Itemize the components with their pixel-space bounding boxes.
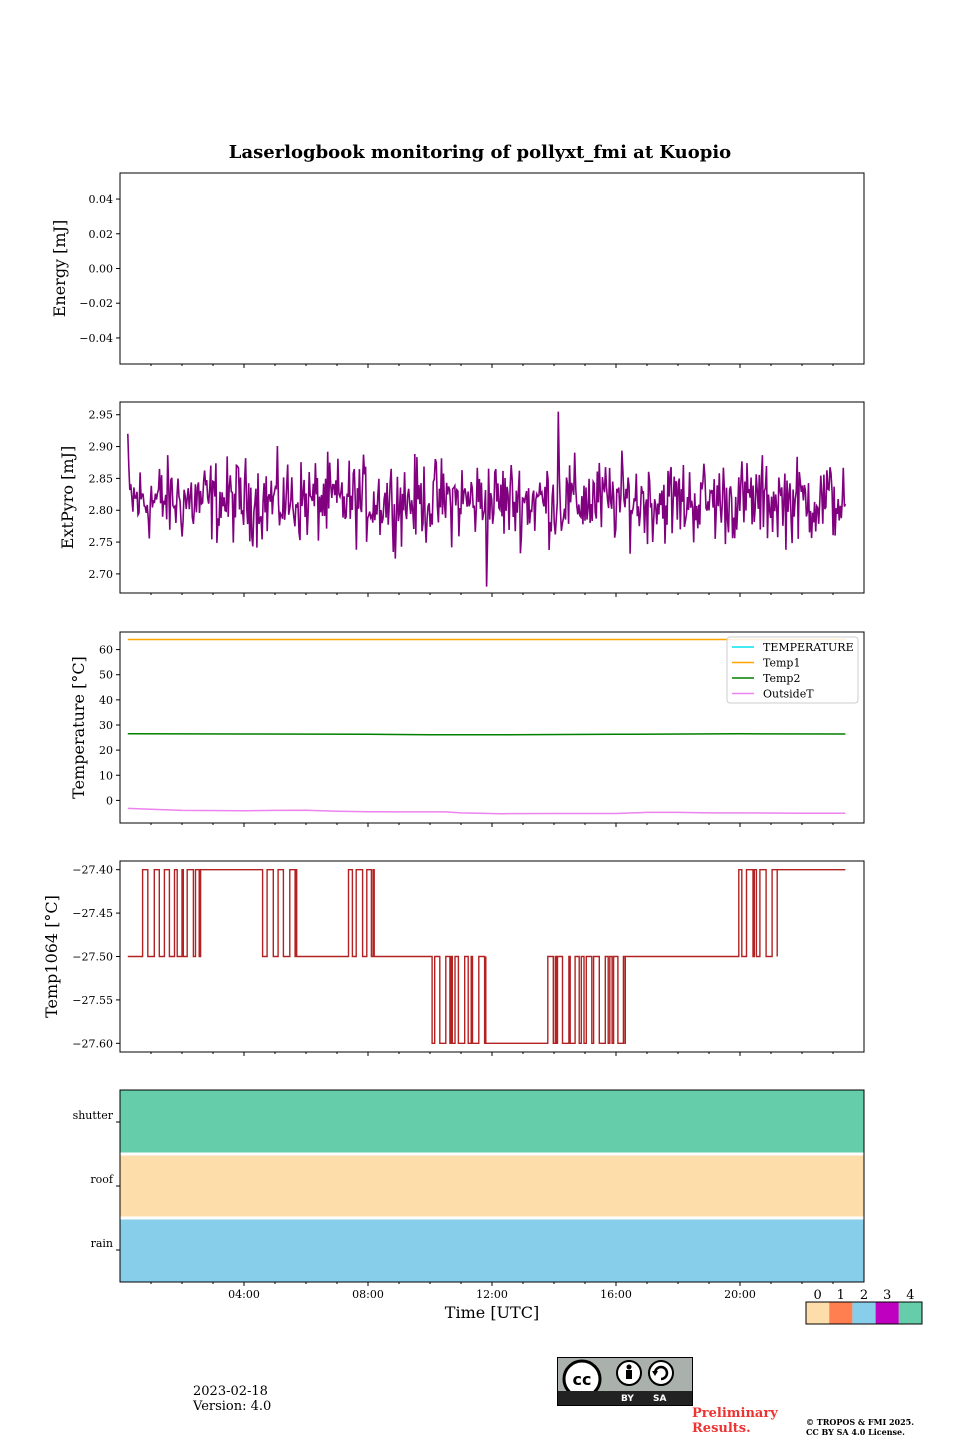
temp1064-series-line [127, 869, 846, 1044]
temperature-series-outsidet [127, 807, 846, 815]
extpyro-series-line [127, 411, 847, 587]
legend-label-temperature: TEMPERATURE [763, 641, 854, 654]
energy-ytick-label: 0.02 [89, 228, 114, 241]
temperature-legend: TEMPERATURE Temp1 Temp2 OutsideT [726, 636, 859, 704]
cc-sa-label: SA [653, 1394, 667, 1404]
copyright-line-2: CC BY SA 4.0 License. [806, 1427, 905, 1437]
temp1064-ylabel: Temp1064 [°C] [42, 895, 61, 1018]
extpyro-ytick-label: 2.75 [89, 536, 114, 549]
temp1064-ytick-label: −27.45 [72, 907, 113, 920]
preliminary-line-1: Preliminary [692, 1406, 778, 1421]
extpyro-ytick-label: 2.80 [89, 504, 114, 517]
extpyro-ytick-label: 2.90 [89, 441, 114, 454]
status-row-rain [120, 1218, 864, 1282]
extpyro-ytick-label: 2.95 [89, 409, 114, 422]
energy-ytick-label: 0.00 [89, 263, 114, 276]
status-xtick-label: 16:00 [600, 1288, 632, 1301]
copyright-line-1: © TROPOS & FMI 2025. [806, 1417, 915, 1427]
copyright-notice: © TROPOS & FMI 2025. CC BY SA 4.0 Licens… [806, 1417, 914, 1437]
status-row-label: shutter [73, 1109, 114, 1122]
temp1064-ytick-label: −27.40 [72, 864, 113, 877]
colorbar-label: 1 [837, 1288, 845, 1303]
svg-text:cc: cc [573, 1370, 592, 1389]
energy-ylabel: Energy [mJ] [50, 220, 69, 318]
extpyro-ylabel: ExtPyro [mJ] [58, 446, 77, 549]
status-row-label: roof [90, 1173, 114, 1186]
status-xtick-label: 04:00 [228, 1288, 260, 1301]
colorbar-cell-2 [852, 1302, 876, 1324]
temperature-ytick-label: 50 [99, 669, 113, 682]
cc-license-badge: cc BY SA [557, 1357, 693, 1406]
date-label: 2023-02-18 [193, 1384, 268, 1399]
colorbar-label: 3 [883, 1288, 891, 1303]
colorbar-label: 4 [906, 1288, 914, 1303]
temperature-ytick-label: 0 [106, 794, 113, 807]
legend-label-outsidet: OutsideT [763, 688, 814, 701]
temperature-ytick-label: 40 [99, 694, 113, 707]
temperature-ytick-label: 20 [99, 744, 113, 757]
cc-by-label: BY [621, 1394, 634, 1404]
temperature-series-temp2 [127, 733, 846, 736]
legend-label-temp1: Temp1 [763, 657, 800, 670]
status-xtick-label: 20:00 [724, 1288, 756, 1301]
temp1064-ytick-label: −27.50 [72, 951, 113, 964]
colorbar-cell-4 [898, 1302, 922, 1324]
temp1064-ytick-label: −27.55 [72, 994, 113, 1007]
temperature-ytick-label: 30 [99, 719, 113, 732]
extpyro-ytick-label: 2.70 [89, 568, 114, 581]
status-row-label: rain [91, 1237, 113, 1250]
energy-ytick-label: −0.02 [79, 297, 113, 310]
colorbar-label: 0 [813, 1288, 821, 1303]
version-label: Version: 4.0 [193, 1399, 272, 1414]
x-axis-label: Time [UTC] [445, 1303, 539, 1322]
preliminary-notice: Preliminary Results. [692, 1406, 778, 1436]
chart-title: Laserlogbook monitoring of pollyxt_fmi a… [229, 142, 731, 163]
cc-logo-icon: cc [562, 1359, 674, 1391]
status-row-roof [120, 1154, 864, 1218]
legend-box [726, 636, 859, 704]
colorbar-label: 2 [860, 1288, 868, 1303]
preliminary-line-2: Results. [692, 1421, 751, 1436]
energy-frame [119, 172, 865, 365]
status-row-shutter [120, 1090, 864, 1154]
status-xtick-label: 08:00 [352, 1288, 384, 1301]
temp1064-ytick-label: −27.60 [72, 1037, 113, 1050]
colorbar-cell-3 [875, 1302, 899, 1324]
extpyro-ytick-label: 2.85 [89, 472, 114, 485]
status-xtick-label: 12:00 [476, 1288, 508, 1301]
legend-label-temp2: Temp2 [763, 672, 800, 685]
temperature-ytick-label: 60 [99, 644, 113, 657]
temperature-ytick-label: 10 [99, 769, 113, 782]
date-version-block: 2023-02-18 Version: 4.0 [193, 1384, 271, 1414]
temperature-ylabel: Temperature [°C] [69, 656, 88, 799]
energy-ytick-label: 0.04 [89, 193, 114, 206]
colorbar-cell-1 [829, 1302, 853, 1324]
colorbar-frame [805, 1301, 923, 1325]
energy-ytick-label: −0.04 [79, 332, 113, 345]
colorbar-cell-0 [806, 1302, 830, 1324]
